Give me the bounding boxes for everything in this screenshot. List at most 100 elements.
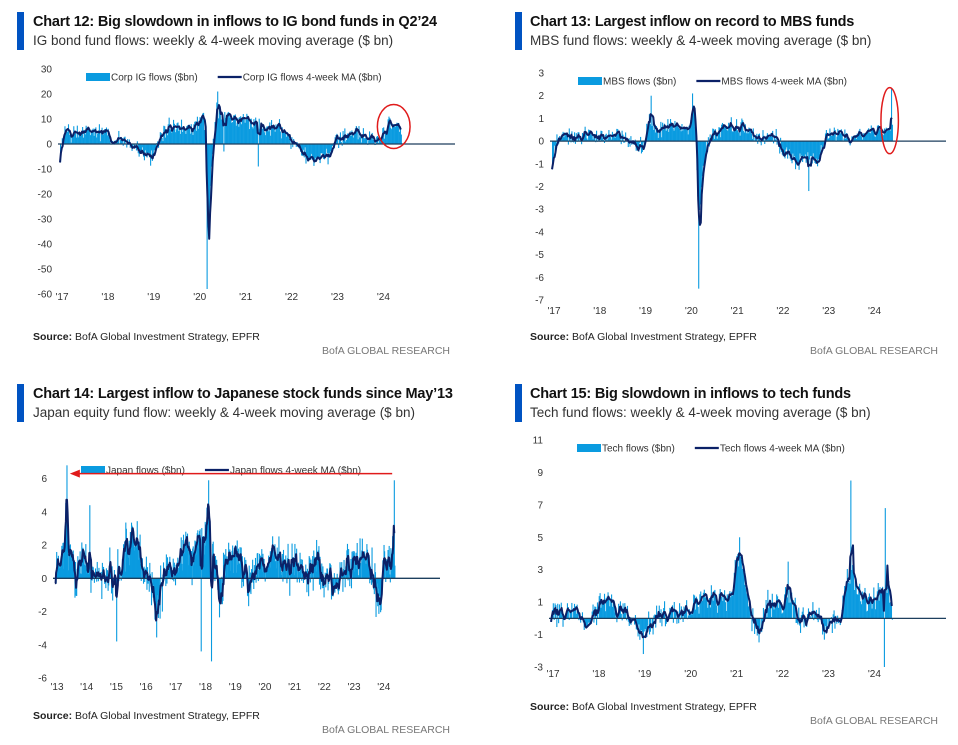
flow-bar	[235, 125, 237, 144]
flow-bar	[618, 134, 621, 142]
flow-bar	[568, 618, 570, 620]
flow-bar	[770, 133, 772, 142]
flow-bar	[149, 144, 151, 154]
flow-bar	[662, 129, 665, 142]
flow-bar	[888, 581, 890, 619]
y-tick-label: -10	[38, 165, 53, 176]
flow-bar	[873, 587, 875, 619]
x-tick-label: '19	[229, 682, 242, 693]
flow-bar	[252, 578, 254, 584]
flow-bar	[717, 131, 719, 142]
flow-bar	[152, 144, 154, 157]
flow-bar	[76, 125, 78, 144]
flow-bar	[354, 563, 357, 579]
flow-bar	[275, 568, 277, 579]
flow-bar	[789, 587, 791, 619]
source-label: Source:	[530, 331, 570, 343]
x-tick-label: '23	[822, 669, 835, 680]
flow-bar	[744, 124, 746, 142]
flow-bar	[336, 573, 338, 579]
flow-bar	[168, 566, 170, 579]
y-tick-label: -3	[534, 663, 543, 674]
flow-bar	[715, 134, 717, 142]
flow-bar	[714, 589, 716, 619]
flow-bar	[274, 561, 277, 579]
flow-bar	[885, 127, 887, 142]
flow-bar	[664, 601, 666, 619]
flow-bar	[296, 578, 298, 583]
x-tick-label: '17	[169, 682, 182, 693]
flow-bar	[820, 141, 822, 146]
flow-bar	[370, 136, 372, 144]
flow-bar	[721, 122, 724, 142]
flow-bar	[178, 555, 181, 579]
flow-bar	[766, 616, 768, 619]
flow-bar	[809, 141, 812, 157]
y-tick-label: 2	[41, 541, 47, 552]
flow-bar	[132, 144, 134, 147]
flow-bar	[308, 578, 310, 597]
flow-bar	[184, 550, 186, 579]
flow-bar	[625, 132, 627, 142]
flow-bar	[795, 141, 797, 170]
flow-bar	[724, 590, 726, 619]
flow-bar	[124, 571, 126, 579]
flow-bar	[558, 618, 560, 624]
flow-bar	[395, 124, 397, 144]
flow-bar	[126, 552, 129, 579]
flow-bar	[209, 144, 211, 208]
flow-bar	[182, 534, 185, 579]
flow-bar	[203, 130, 206, 144]
flow-bar	[809, 141, 811, 160]
flow-bar	[780, 602, 782, 619]
flow-bar	[814, 613, 816, 619]
flow-bar	[286, 136, 288, 144]
flow-bar	[787, 141, 789, 159]
flow-bar	[649, 124, 651, 142]
flow-bar	[220, 578, 222, 602]
flow-bar	[101, 127, 103, 144]
flow-bar	[742, 566, 744, 619]
flow-bar	[105, 130, 107, 144]
flow-bar	[321, 578, 323, 589]
x-tick-label: '21	[730, 669, 743, 680]
flow-bar	[871, 128, 873, 142]
flow-bar	[392, 544, 394, 579]
flow-bar	[865, 133, 867, 142]
flow-bar	[747, 588, 749, 619]
flow-bar	[796, 618, 798, 623]
y-tick-label: 1	[538, 114, 544, 125]
flow-bar	[830, 133, 832, 142]
flow-bar	[81, 557, 83, 579]
flow-bar	[876, 591, 878, 619]
flow-bar	[801, 141, 803, 156]
flow-bar	[370, 578, 373, 585]
flow-bar	[396, 122, 398, 144]
flow-bar	[345, 573, 347, 579]
flow-bar	[73, 571, 75, 579]
flow-bar	[70, 142, 72, 144]
flow-bar	[768, 137, 770, 142]
flow-bar	[878, 127, 880, 142]
flow-bar	[248, 129, 251, 144]
source-note: Source: BofA Global Investment Strategy,…	[530, 331, 757, 343]
flow-bar	[386, 133, 388, 144]
flow-bar	[153, 144, 155, 151]
flow-bar	[736, 119, 738, 142]
flow-bar	[390, 571, 393, 579]
flow-bar	[723, 125, 725, 142]
flow-bar	[350, 136, 352, 144]
flow-bar	[813, 141, 815, 159]
flow-bar	[261, 571, 263, 579]
flow-bar	[688, 125, 690, 142]
flow-bar	[581, 141, 583, 145]
x-tick-label: '24	[377, 682, 390, 693]
y-tick-label: -60	[38, 290, 53, 301]
flow-bar	[754, 618, 756, 634]
y-tick-label: -4	[535, 227, 544, 238]
flow-bar	[855, 138, 857, 142]
flow-bar	[89, 505, 91, 579]
flow-bar	[605, 597, 607, 619]
flow-bar	[394, 127, 396, 144]
flow-bar	[309, 578, 311, 583]
